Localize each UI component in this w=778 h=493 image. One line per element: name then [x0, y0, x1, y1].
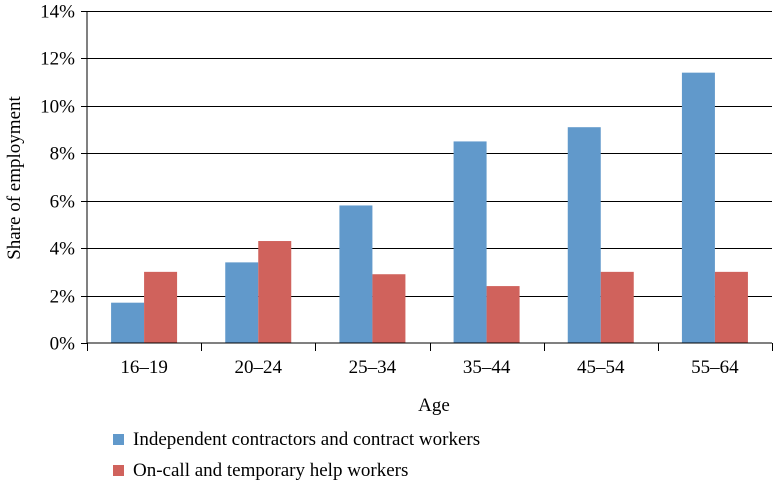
bar-series-1-20–24 — [225, 262, 259, 343]
y-tick-label: 2% — [50, 287, 76, 308]
bar-series-1-55–64 — [681, 72, 715, 344]
x-tick-label: 16–19 — [120, 357, 168, 378]
legend-label-series-2: On-call and temporary help workers — [133, 460, 408, 481]
x-tick-label: 45–54 — [577, 357, 625, 378]
bar-series-2-35–44 — [486, 286, 520, 343]
x-axis-title: Age — [418, 395, 450, 416]
bar-series-1-25–34 — [339, 205, 373, 343]
legend: Independent contractors and contract wor… — [113, 429, 480, 481]
bar-series-2-55–64 — [714, 271, 748, 343]
bar-series-2-16–19 — [144, 271, 178, 343]
y-tick-label: 10% — [40, 97, 75, 118]
x-tick-label: 35–44 — [463, 357, 511, 378]
x-tick-labels: 16–19 20–24 25–34 35–44 45–54 55–64 — [87, 343, 773, 378]
x-tick-label: 25–34 — [349, 357, 397, 378]
legend-label-series-1: Independent contractors and contract wor… — [133, 429, 480, 450]
bar-series-1-45–54 — [567, 127, 601, 343]
bars — [111, 72, 748, 344]
y-tick-labels: 0% 2% 4% 6% 8% 10% 12% 14% — [40, 2, 75, 355]
bar-series-1-35–44 — [453, 141, 487, 343]
legend-swatch-series-1 — [113, 434, 124, 445]
gridlines — [81, 11, 772, 344]
y-tick-label: 0% — [50, 334, 76, 355]
y-tick-label: 14% — [40, 2, 75, 23]
y-tick-label: 4% — [50, 239, 76, 260]
y-axis-title: Share of employment — [4, 95, 25, 259]
y-tick-label: 6% — [50, 192, 76, 213]
x-tick-label: 20–24 — [235, 357, 283, 378]
x-tick-label: 55–64 — [691, 357, 739, 378]
bar-series-2-20–24 — [258, 241, 292, 343]
axes — [86, 11, 772, 344]
bar-series-1-16–19 — [111, 302, 145, 343]
y-tick-label: 12% — [40, 49, 75, 70]
legend-swatch-series-2 — [113, 465, 124, 476]
bar-series-2-45–54 — [600, 271, 634, 343]
bar-series-2-25–34 — [372, 274, 406, 343]
y-tick-label: 8% — [50, 144, 76, 165]
